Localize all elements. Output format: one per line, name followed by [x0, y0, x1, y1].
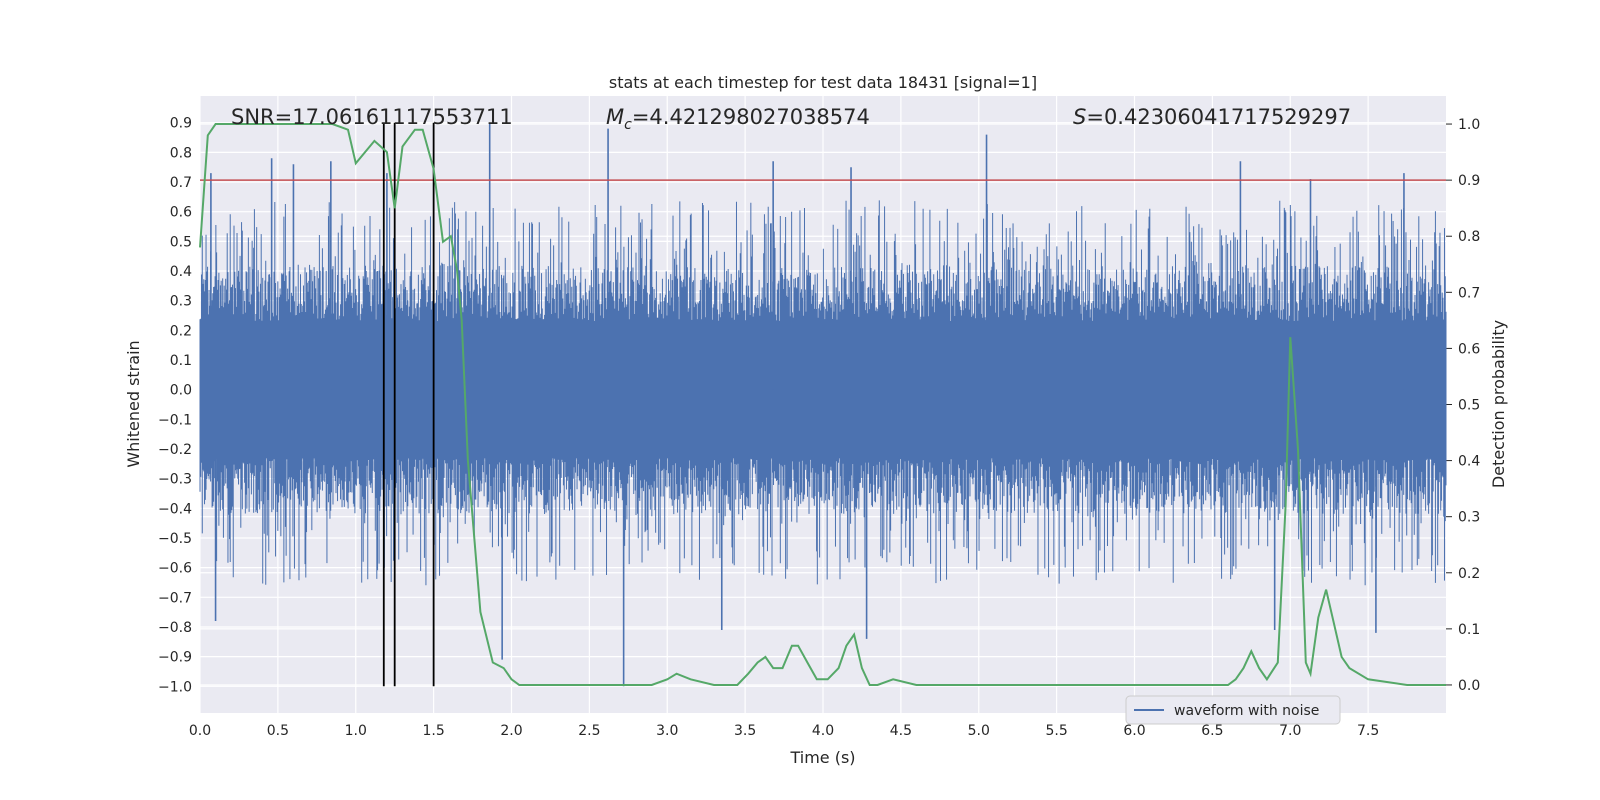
vertical-markers — [382, 122, 435, 687]
right-y-tick-label: 1.0 — [1458, 117, 1480, 133]
right-y-tick-label: 0.0 — [1458, 678, 1480, 694]
legend-box — [1125, 695, 1341, 725]
left-y-tick-label: −0.2 — [158, 442, 192, 458]
chirp-mass-annotation: Mc=4.421298027038574 — [606, 105, 870, 133]
left-y-tick-label: −0.7 — [158, 590, 192, 606]
left-y-tick-label: −0.5 — [158, 531, 192, 547]
detection-probability-line — [199, 123, 1446, 686]
x-tick-labels: 0.0 0.5 1.0 1.5 2.0 2.5 3.0 3.5 4.0 4.5 5.0 5.5 6.0 6… — [189, 723, 1379, 739]
x-tick-label: 3.0 — [656, 723, 678, 739]
left-y-tick-label: 0.2 — [170, 323, 192, 339]
s-symbol: S — [1073, 105, 1086, 129]
x-tick-label: 0.5 — [267, 723, 289, 739]
right-y-tick-label: 0.7 — [1458, 285, 1480, 301]
x-tick-label: 7.0 — [1279, 723, 1301, 739]
left-y-tick-label: −0.1 — [158, 412, 192, 428]
right-y-tick-label: 0.9 — [1458, 173, 1480, 189]
left-y-tick-labels: 0.9 0.8 0.7 0.6 0.5 0.4 0.3 0.2 0.1 0.0 −0.1 −0.2 −0… — [158, 116, 192, 696]
x-tick-label: 1.0 — [345, 723, 367, 739]
left-y-tick-label: 0.8 — [170, 145, 192, 161]
left-y-tick-label: 0.6 — [170, 205, 192, 221]
left-y-tick-label: −0.9 — [158, 650, 192, 666]
x-tick-label: 7.5 — [1357, 723, 1379, 739]
waveform-trace — [199, 200, 1447, 586]
x-axis-label: Time (s) — [789, 748, 855, 767]
right-y-tick-label: 0.3 — [1458, 510, 1480, 526]
left-y-tick-label: −1.0 — [158, 679, 192, 695]
right-y-tick-label: 0.1 — [1458, 622, 1480, 638]
legend: waveform with noise — [1125, 695, 1341, 725]
left-y-tick-label: 0.9 — [170, 116, 192, 132]
right-y-axis-label: Detection probability — [1489, 320, 1508, 488]
chart-title: stats at each timestep for test data 184… — [609, 73, 1037, 92]
x-tick-label: 2.5 — [578, 723, 600, 739]
x-tick-label: 3.5 — [734, 723, 756, 739]
left-y-axis-label: Whitened strain — [124, 340, 143, 467]
right-y-tick-label: 0.4 — [1458, 454, 1480, 470]
left-y-tick-label: 0.1 — [170, 353, 192, 369]
left-y-tick-label: −0.4 — [158, 501, 192, 517]
left-y-tick-label: −0.8 — [158, 620, 192, 636]
right-y-tick-label: 0.6 — [1458, 341, 1480, 357]
right-y-tick-label: 0.5 — [1458, 398, 1480, 414]
left-y-tick-label: 0.3 — [170, 294, 192, 310]
x-tick-label: 1.5 — [422, 723, 444, 739]
right-y-tick-label: 0.8 — [1458, 229, 1480, 245]
x-tick-label: 5.0 — [968, 723, 990, 739]
right-y-tick-labels: 1.0 0.9 0.8 0.7 0.6 0.5 0.4 0.3 0.2 0.1 0.0 — [1458, 117, 1480, 694]
chirp-mass-value: =4.421298027038574 — [632, 105, 870, 129]
left-y-tick-label: 0.0 — [170, 383, 192, 399]
s-annotation: S=0.42306041717529297 — [1073, 105, 1351, 129]
legend-label: waveform with noise — [1174, 703, 1319, 719]
left-y-tick-label: −0.3 — [158, 472, 192, 488]
left-y-tick-label: 0.4 — [170, 264, 192, 280]
s-value: =0.42306041717529297 — [1086, 105, 1351, 129]
left-y-tick-label: 0.7 — [170, 175, 192, 191]
x-tick-label: 4.0 — [812, 723, 834, 739]
snr-annotation: SNR=17.06161117553711 — [231, 105, 513, 129]
chirp-mass-subscript: c — [624, 117, 632, 133]
x-tick-label: 4.5 — [890, 723, 912, 739]
x-tick-label: 6.0 — [1123, 723, 1145, 739]
x-tick-label: 2.0 — [500, 723, 522, 739]
chirp-mass-symbol: M — [606, 105, 624, 129]
x-tick-label: 6.5 — [1201, 723, 1223, 739]
waveform-series — [199, 122, 1447, 687]
right-y-tick-label: 0.2 — [1458, 566, 1480, 582]
x-tick-label: 5.5 — [1045, 723, 1067, 739]
x-tick-label: 0.0 — [189, 723, 211, 739]
left-y-tick-label: 0.5 — [170, 234, 192, 250]
left-y-tick-label: −0.6 — [158, 561, 192, 577]
